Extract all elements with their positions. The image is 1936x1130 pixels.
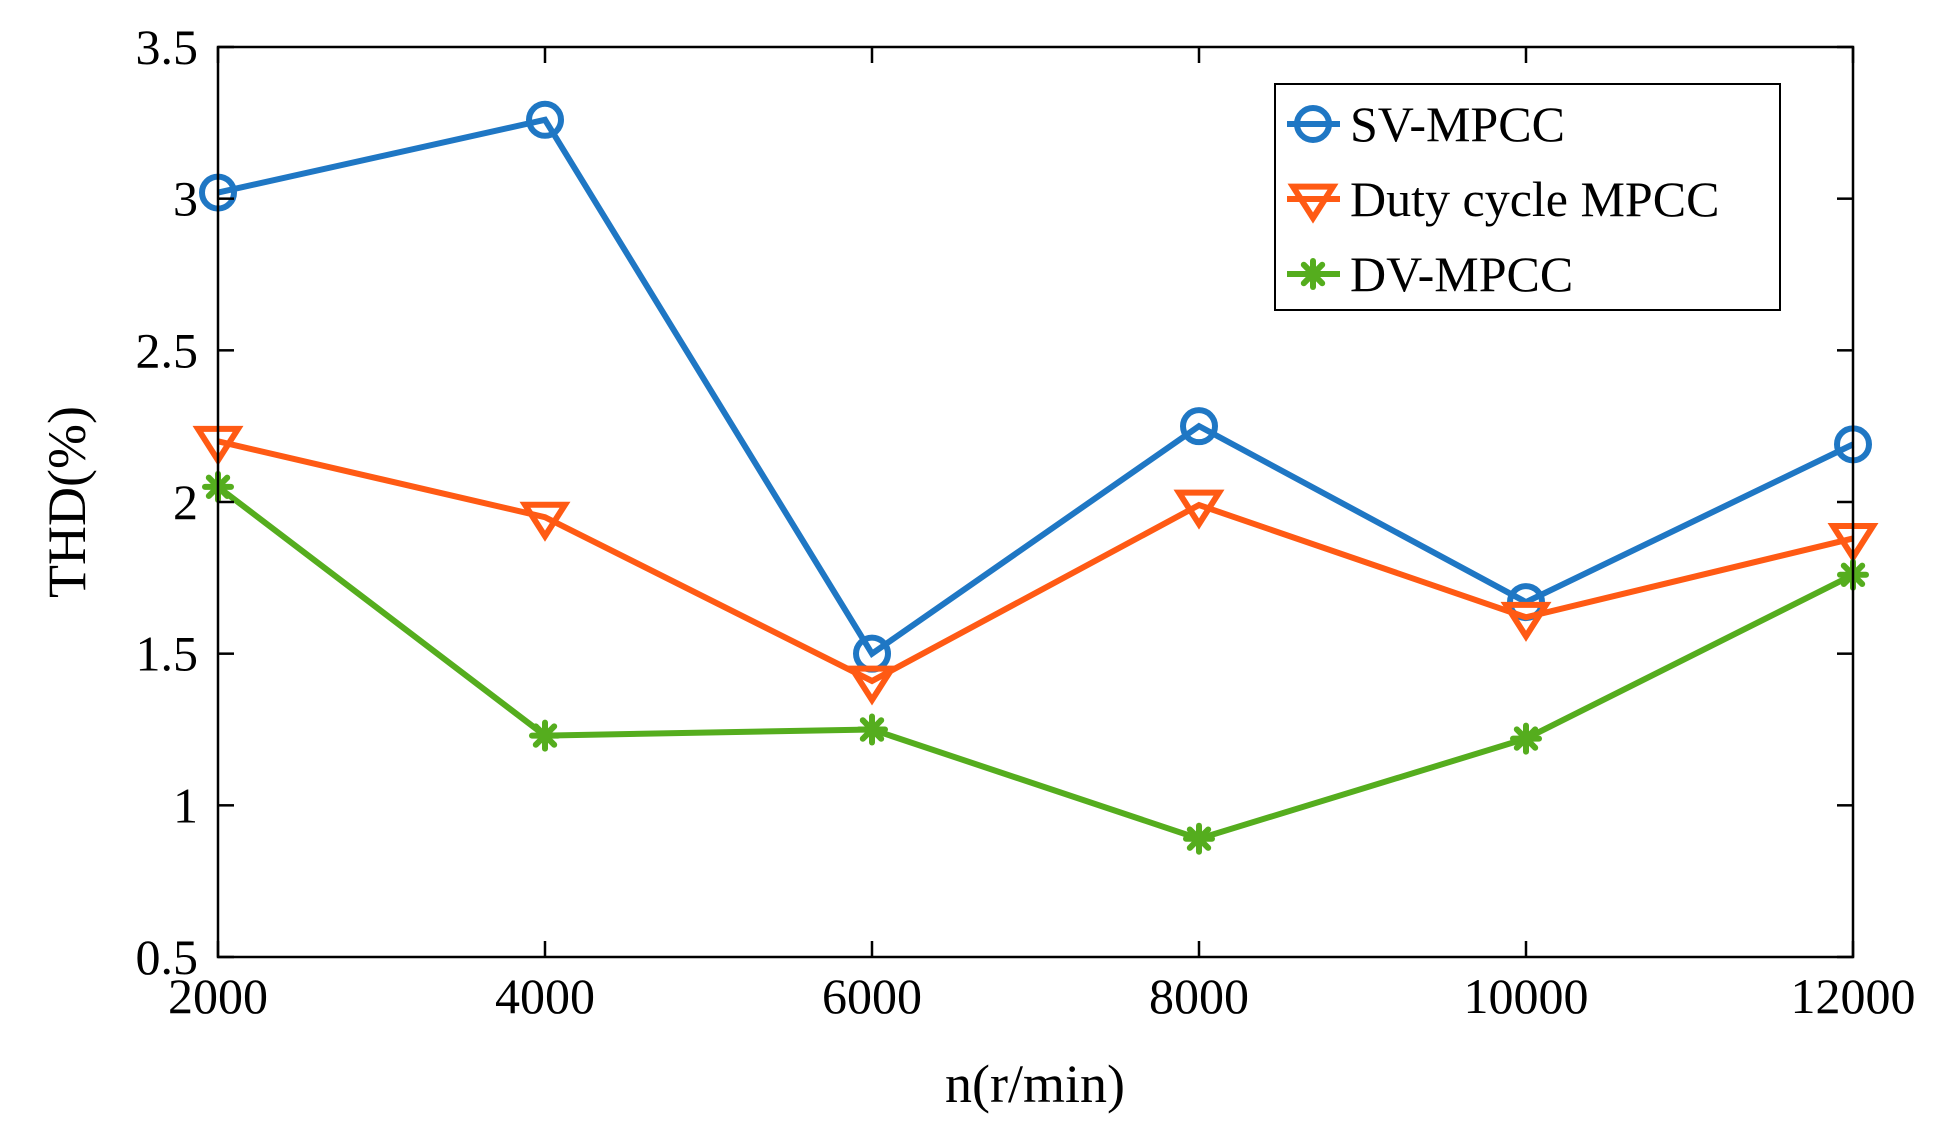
data-point xyxy=(1500,601,1552,642)
data-point xyxy=(846,665,898,706)
data-point xyxy=(529,719,561,752)
x-tick-label: 8000 xyxy=(1149,968,1249,1024)
data-point xyxy=(526,100,564,139)
y-tick-label: 2.5 xyxy=(136,322,199,378)
legend-item: SV-MPCC xyxy=(1287,96,1565,152)
data-point xyxy=(1173,489,1225,530)
legend-label: DV-MPCC xyxy=(1350,246,1573,302)
data-point xyxy=(1183,822,1215,855)
data-point xyxy=(1510,722,1542,755)
x-tick-label: 10000 xyxy=(1464,968,1589,1024)
x-tick-label: 12000 xyxy=(1791,968,1916,1024)
y-tick-label: 1.5 xyxy=(136,626,199,682)
y-tick-label: 0.5 xyxy=(136,929,199,985)
legend-marker xyxy=(1294,105,1332,143)
series-line xyxy=(217,116,1855,658)
legend: SV-MPCC Duty cycle MPCC DV-MPCC xyxy=(1274,83,1781,311)
series-line xyxy=(216,484,1855,842)
legend-item: Duty cycle MPCC xyxy=(1287,171,1719,227)
legend-item: DV-MPCC xyxy=(1287,246,1573,302)
data-point xyxy=(1180,407,1218,446)
y-axis-title: THD(%) xyxy=(37,406,97,598)
axis-ticks: 2000 4000 6000 8000 10000 12000 0.5 1 1.5 2 2.5 3 3.… xyxy=(136,19,1916,1024)
x-tick-label: 2000 xyxy=(168,968,268,1024)
legend-box xyxy=(1274,83,1781,311)
legend-label: Duty cycle MPCC xyxy=(1350,171,1719,227)
data-point xyxy=(856,713,888,746)
legend-marker xyxy=(1297,258,1329,290)
x-tick-label: 6000 xyxy=(822,968,922,1024)
legend-marker xyxy=(1287,183,1339,224)
legend-label: SV-MPCC xyxy=(1350,96,1565,152)
plot-frame xyxy=(216,45,1855,959)
x-tick-label: 4000 xyxy=(495,968,595,1024)
x-axis-title: n(r/min) xyxy=(945,1054,1125,1114)
y-tick-label: 3.5 xyxy=(136,19,199,75)
series-line xyxy=(217,438,1854,685)
y-tick-label: 2 xyxy=(173,474,198,530)
data-point xyxy=(519,501,571,542)
y-tick-label: 1 xyxy=(173,777,198,833)
y-tick-label: 3 xyxy=(173,171,198,227)
